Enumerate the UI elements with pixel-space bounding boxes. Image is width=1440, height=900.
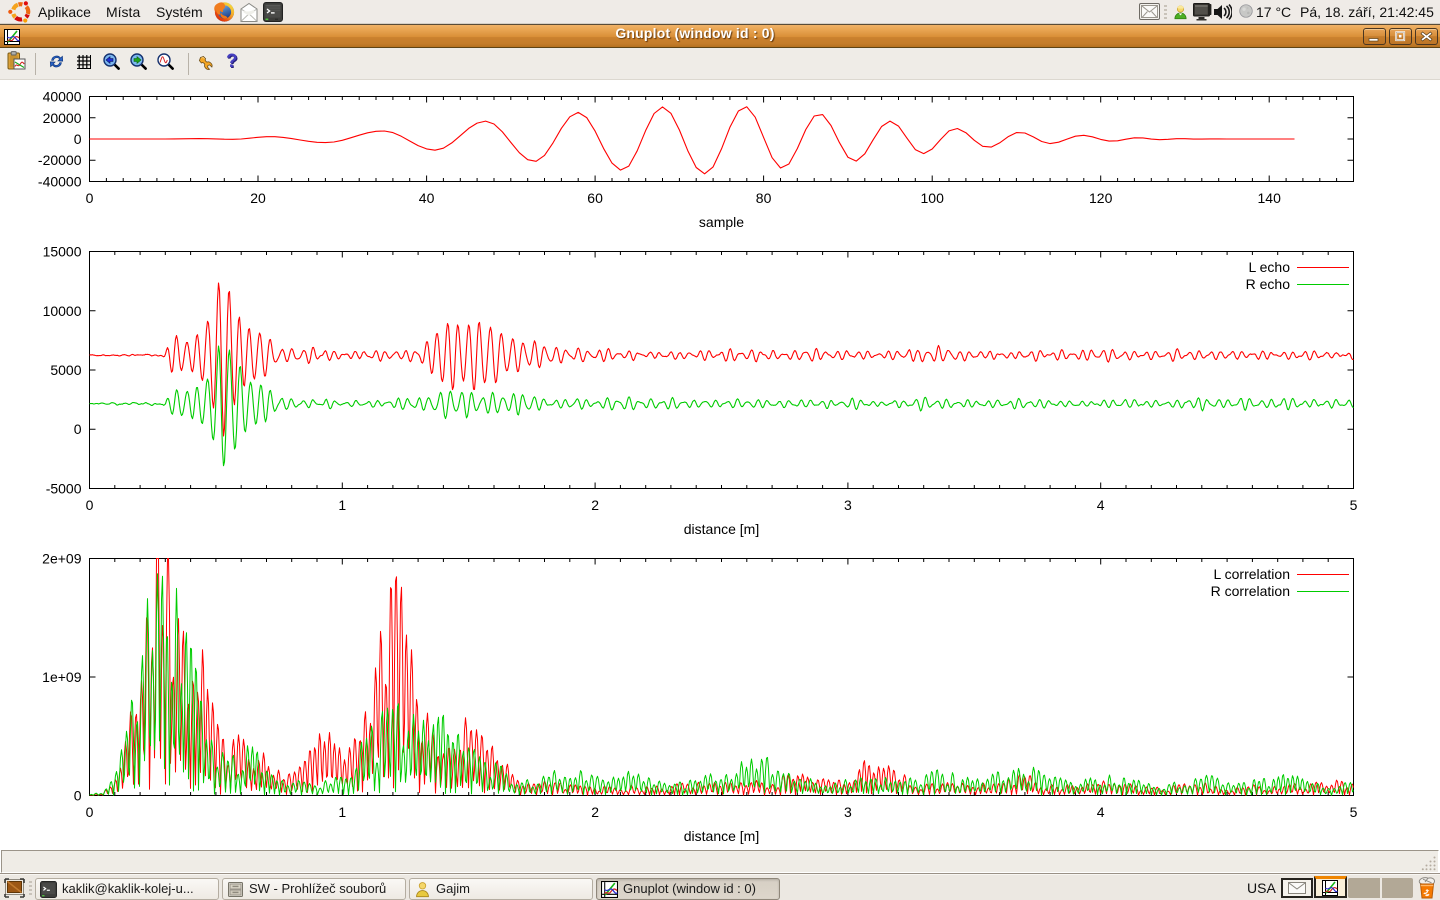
svg-text:2: 2 <box>591 804 599 820</box>
svg-text:sample: sample <box>699 214 744 230</box>
svg-text:40000: 40000 <box>43 89 82 105</box>
svg-text:120: 120 <box>1089 190 1113 206</box>
svg-text:-40000: -40000 <box>38 174 82 190</box>
svg-text:distance [m]: distance [m] <box>684 521 759 537</box>
svg-text:80: 80 <box>756 190 772 206</box>
svg-text:40: 40 <box>419 190 435 206</box>
svg-text:2: 2 <box>591 497 599 513</box>
svg-text:0: 0 <box>86 804 94 820</box>
svg-text:0: 0 <box>74 421 82 437</box>
svg-text:-20000: -20000 <box>38 152 82 168</box>
svg-text:R echo: R echo <box>1246 276 1291 292</box>
svg-text:20000: 20000 <box>43 110 82 126</box>
svg-text:3: 3 <box>844 497 852 513</box>
svg-text:4: 4 <box>1097 804 1105 820</box>
svg-text:2e+09: 2e+09 <box>42 551 82 567</box>
svg-text:distance [m]: distance [m] <box>684 828 759 844</box>
svg-text:0: 0 <box>86 497 94 513</box>
svg-text:1: 1 <box>338 804 346 820</box>
svg-text:R correlation: R correlation <box>1211 583 1290 599</box>
svg-text:5: 5 <box>1350 804 1358 820</box>
svg-text:4: 4 <box>1097 497 1105 513</box>
svg-text:5000: 5000 <box>50 362 81 378</box>
svg-text:1e+09: 1e+09 <box>42 669 82 685</box>
svg-text:10000: 10000 <box>43 303 82 319</box>
svg-text:140: 140 <box>1258 190 1282 206</box>
svg-text:0: 0 <box>74 131 82 147</box>
svg-text:0: 0 <box>74 788 82 804</box>
svg-text:-5000: -5000 <box>46 481 82 497</box>
svg-text:100: 100 <box>921 190 945 206</box>
svg-text:60: 60 <box>587 190 603 206</box>
svg-text:3: 3 <box>844 804 852 820</box>
svg-text:20: 20 <box>250 190 266 206</box>
svg-text:1: 1 <box>338 497 346 513</box>
svg-text:L echo: L echo <box>1248 259 1290 275</box>
svg-text:L correlation: L correlation <box>1213 566 1290 582</box>
svg-text:15000: 15000 <box>43 244 82 260</box>
svg-text:0: 0 <box>86 190 94 206</box>
svg-text:5: 5 <box>1350 497 1358 513</box>
